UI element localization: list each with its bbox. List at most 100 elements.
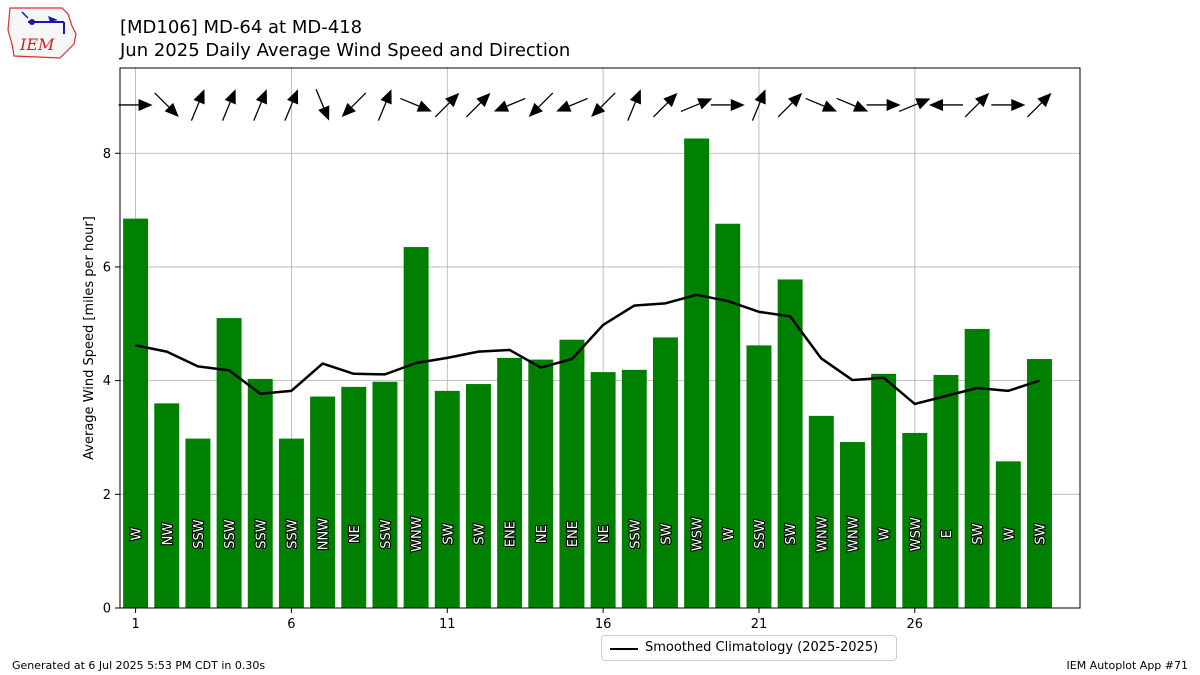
direction-label: SSW: [192, 519, 207, 549]
wind-arrow: [377, 89, 392, 121]
y-tick-label: 2: [103, 488, 111, 503]
wind-arrow-shaft: [253, 101, 263, 121]
wind-arrow: [866, 98, 901, 111]
legend: Smoothed Climatology (2025-2025): [601, 635, 897, 661]
x-tick-label: 6: [287, 617, 295, 632]
wind-arrow: [556, 97, 588, 112]
logo: IEM: [6, 4, 82, 64]
direction-label: NNW: [317, 518, 332, 550]
wind-arrow-head: [287, 89, 299, 105]
bar: [933, 374, 959, 608]
wind-arrow-shaft: [506, 97, 526, 107]
wind-arrow-head: [1037, 92, 1052, 108]
wind-arrow-shaft: [465, 102, 482, 118]
direction-label: SSW: [285, 519, 300, 549]
direction-label: ENE: [504, 521, 519, 547]
x-tick-label: 21: [751, 617, 768, 632]
wind-arrow: [528, 92, 554, 117]
bar: [154, 403, 180, 608]
logo-text: IEM: [19, 35, 55, 54]
direction-label: WNW: [410, 516, 425, 552]
direction-label: NE: [535, 525, 550, 543]
direction-label: SSW: [223, 519, 238, 549]
bar: [341, 386, 367, 608]
direction-label: SSW: [379, 519, 394, 549]
direction-label: WSW: [691, 517, 706, 551]
wind-arrow: [341, 92, 367, 117]
bar: [372, 381, 398, 608]
wind-arrow: [400, 97, 432, 112]
direction-label: W: [130, 528, 145, 541]
wind-arrow: [190, 89, 205, 121]
wind-arrow-shaft: [568, 97, 588, 107]
wind-arrow-head: [224, 89, 236, 105]
wind-arrow-shaft: [377, 101, 387, 121]
generated-footer: Generated at 6 Jul 2025 5:53 PM CDT in 0…: [12, 659, 266, 672]
x-tick-label: 16: [595, 617, 612, 632]
bar: [715, 223, 741, 608]
wind-arrow-head: [886, 98, 901, 111]
wind-arrow-head: [341, 102, 356, 117]
wind-arrow: [221, 89, 236, 121]
wind-arrow-shaft: [154, 92, 170, 108]
direction-label: E: [940, 530, 955, 538]
wind-arrow-head: [476, 92, 491, 108]
bar: [497, 357, 523, 608]
wind-arrow-shaft: [805, 97, 825, 107]
bars: [123, 138, 1052, 609]
direction-label: WNW: [815, 516, 830, 552]
bar: [403, 247, 429, 609]
bar: [1027, 359, 1052, 608]
wind-arrow-shaft: [680, 103, 700, 113]
wind-arrow: [680, 98, 713, 113]
wind-arrow: [1027, 92, 1052, 118]
direction-label: SSW: [753, 519, 768, 549]
wind-arrow: [591, 92, 616, 117]
wind-arrow: [493, 97, 526, 112]
wind-arrow-shaft: [221, 101, 231, 121]
direction-label: WSW: [909, 517, 924, 551]
wind-arrow-shaft: [777, 102, 793, 118]
wind-arrow-shaft: [538, 92, 554, 108]
wind-arrow-shaft: [400, 97, 420, 107]
wind-arrow: [652, 92, 678, 118]
bar: [465, 384, 491, 608]
bar: [123, 218, 149, 608]
wind-arrow-head: [852, 100, 869, 112]
y-axis-label: Average Wind Speed [miles per hour]: [82, 216, 97, 460]
wind-arrow-head: [380, 89, 392, 105]
wind-arrow: [964, 92, 990, 118]
bar: [310, 396, 336, 608]
direction-label: WNW: [846, 516, 861, 552]
plot-frame: [119, 67, 1081, 609]
wind-arrow-shaft: [284, 101, 294, 121]
x-tick-label: 26: [907, 617, 924, 632]
wind-arrow-shaft: [434, 102, 450, 118]
direction-label: SW: [971, 523, 986, 544]
bar: [902, 432, 928, 608]
wind-arrow-head: [493, 100, 510, 112]
wind-arrow-head: [821, 100, 838, 112]
wind-arrow: [284, 89, 299, 121]
wind-arrow-shaft: [836, 97, 856, 107]
wind-arrow-head: [663, 92, 678, 108]
bar: [684, 138, 710, 609]
chart-subtitle: Jun 2025 Daily Average Wind Speed and Di…: [120, 40, 571, 61]
bar: [216, 318, 242, 608]
wind-arrow-head: [697, 98, 713, 110]
direction-label: SW: [659, 523, 674, 544]
direction-label: SSW: [628, 519, 643, 549]
direction-label: SW: [1033, 523, 1048, 544]
wind-arrow-head: [915, 98, 931, 110]
wind-arrow-head: [445, 92, 460, 108]
bar: [777, 279, 803, 608]
wind-arrow-shaft: [898, 103, 918, 113]
wind-arrow: [836, 97, 869, 112]
wind-arrow: [777, 92, 803, 118]
wind-arrow-shaft: [652, 102, 669, 118]
wind-arrow: [991, 98, 1026, 111]
y-tick-label: 8: [103, 147, 111, 162]
wind-arrow-shaft: [351, 92, 367, 108]
wind-arrow-shaft: [964, 102, 980, 118]
